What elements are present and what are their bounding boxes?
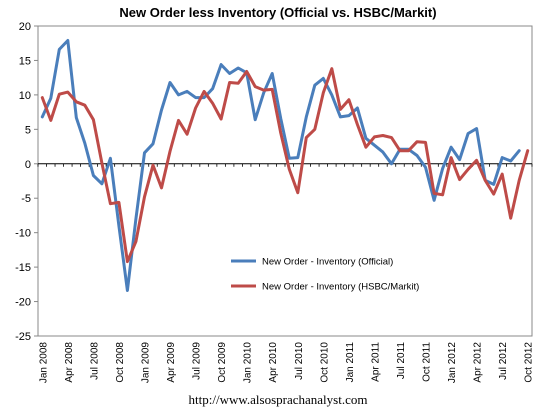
x-tick-label: Apr 2009 [166, 342, 177, 383]
x-tick-label: Oct 2012 [524, 342, 535, 383]
footer-url: http://www.alsosprachanalyst.com [189, 392, 368, 407]
x-tick-label: Oct 2008 [115, 342, 126, 383]
y-tick-label: -15 [15, 262, 31, 274]
x-tick-label: Oct 2009 [217, 342, 228, 383]
x-tick-label: Jul 2009 [192, 342, 203, 380]
y-tick-label: -20 [15, 297, 31, 309]
y-tick-label: -10 [15, 228, 31, 240]
legend-label-2: New Order - Inventory (HSBC/Markit) [262, 282, 419, 293]
y-tick-label: 10 [19, 90, 31, 102]
y-tick-label: 0 [25, 159, 31, 171]
plot-border [37, 25, 533, 337]
x-tick-label: Jul 2008 [89, 342, 100, 380]
y-tick-label: -25 [15, 331, 31, 343]
x-tick-label: Jul 2011 [396, 342, 407, 380]
x-tick-label: Oct 2010 [319, 342, 330, 383]
legend: New Order - Inventory (Official) New Orde… [231, 257, 419, 293]
legend-label-1: New Order - Inventory (Official) [262, 257, 393, 268]
series-line-1 [40, 39, 521, 292]
x-tick-label: Jan 2011 [345, 342, 356, 383]
x-tick-label: Apr 2011 [370, 342, 381, 382]
x-tick-label: Jul 2012 [498, 342, 509, 380]
x-tick-label: Apr 2010 [268, 342, 279, 383]
x-tick-label: Jan 2009 [140, 342, 151, 384]
y-tick-label: 20 [19, 21, 31, 33]
x-tick-label: Jan 2010 [243, 342, 254, 384]
x-tick-label: Apr 2008 [64, 342, 75, 383]
y-tick-label: 15 [19, 55, 31, 67]
y-tick-label: 5 [25, 124, 31, 136]
y-tick-label: -5 [21, 193, 31, 205]
x-tick-label: Oct 2011 [422, 342, 433, 382]
plot-area: -25 -20 -15 -10 -5 0 5 10 15 20 Jan 2008 Apr 2008 Ju… [15, 21, 535, 383]
series-line-2 [40, 67, 530, 264]
x-tick-label: Apr 2012 [473, 342, 484, 383]
chart-title: New Order less Inventory (Official vs. H… [119, 5, 436, 20]
x-tick-label: Jul 2010 [294, 342, 305, 380]
x-tick-label: Jan 2012 [447, 342, 458, 384]
x-tick-label: Jan 2008 [38, 342, 49, 384]
